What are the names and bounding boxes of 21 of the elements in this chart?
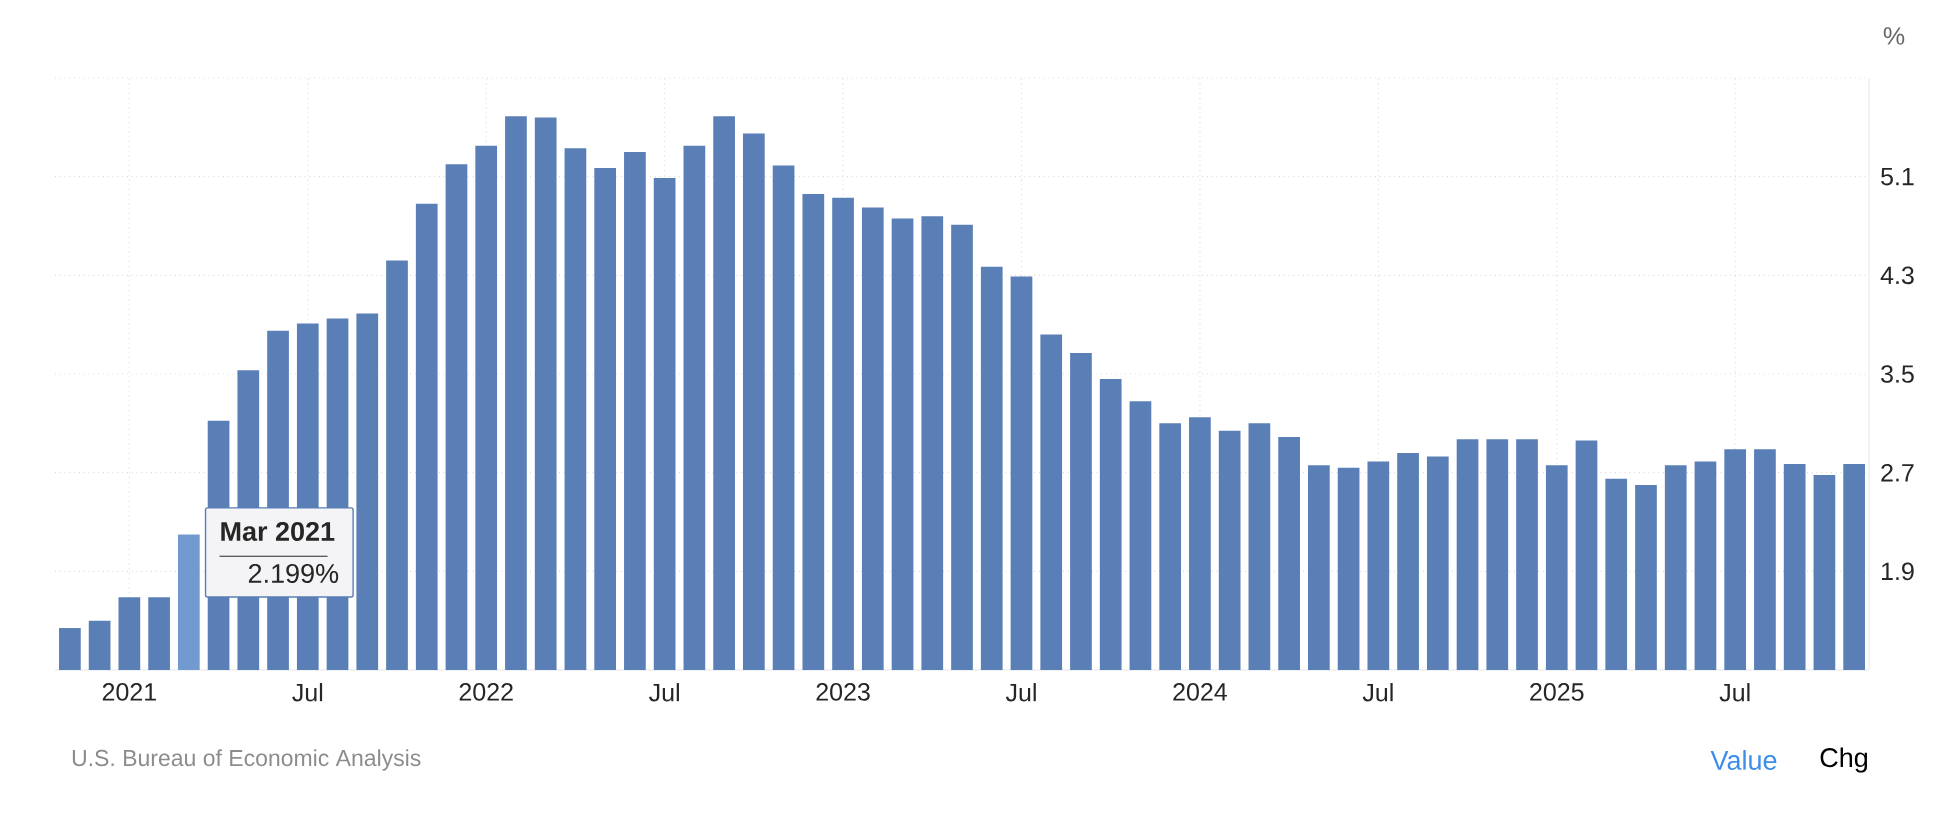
x-tick-label: Jul	[1719, 683, 1750, 702]
x-tick-label: Jul	[649, 683, 679, 702]
y-tick-label: 3.5	[1881, 365, 1914, 383]
y-tick-label: 4.3	[1880, 266, 1914, 285]
x-tick-label: Jul	[1005, 683, 1036, 702]
y-tick-label: 2.7	[1881, 463, 1914, 482]
x-tick-label: 2024	[1173, 683, 1227, 701]
x-tick-label: Jul	[292, 683, 323, 702]
x-tick-label: 2025	[1530, 683, 1584, 701]
y-tick-label: 5.1	[1881, 167, 1914, 186]
y-axis-title: %	[1883, 27, 1905, 45]
text: Value	[1710, 750, 1777, 770]
x-tick-label: 2023	[816, 683, 870, 701]
text: Chg	[1820, 747, 1868, 773]
x-tick-label: Jul	[1362, 683, 1393, 702]
annotation: 2.199%	[248, 563, 339, 583]
text: U.S. Bureau of Economic Analysis	[72, 749, 421, 771]
y-tick-label: 1.9	[1881, 562, 1914, 581]
x-tick-label: 2021	[102, 683, 156, 701]
annotation: Mar 2021	[221, 521, 335, 541]
x-tick-label: 2022	[459, 683, 513, 701]
